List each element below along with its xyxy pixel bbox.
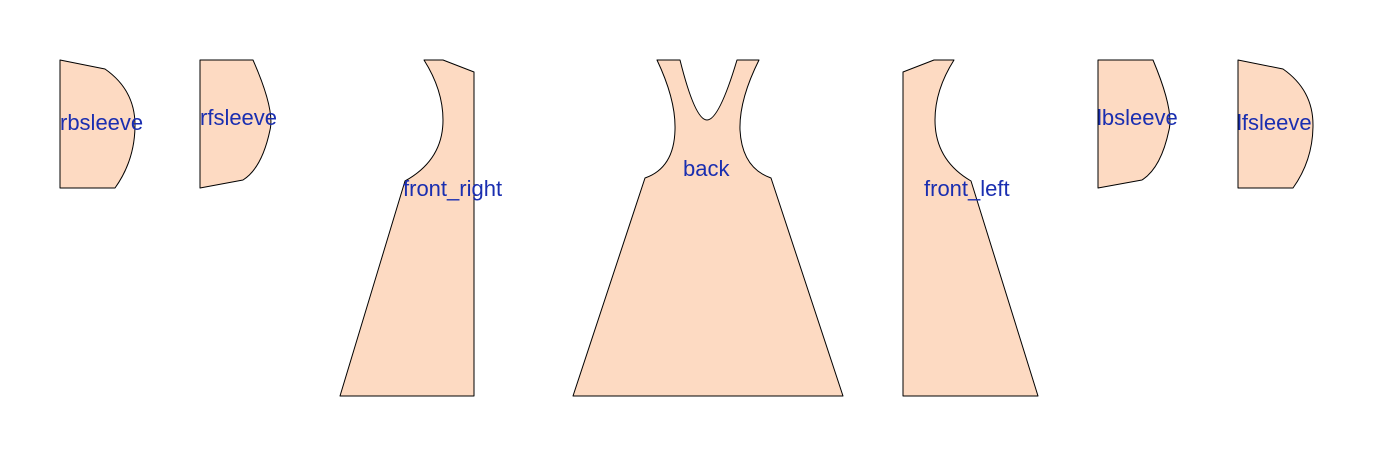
front-right-label: front_right xyxy=(403,176,502,201)
piece-back: back xyxy=(572,59,844,397)
rbsleeve-label: rbsleeve xyxy=(60,110,143,135)
lbsleeve-label: lbsleeve xyxy=(1097,105,1178,130)
front-left-shape xyxy=(902,59,1039,397)
piece-front-right: front_right xyxy=(339,59,502,397)
lbsleeve-shape xyxy=(1097,59,1171,189)
lfsleeve-label: lfsleeve xyxy=(1237,110,1312,135)
back-shape xyxy=(572,59,844,397)
lfsleeve-shape xyxy=(1237,59,1314,189)
rfsleeve-shape xyxy=(199,59,272,189)
piece-lbsleeve: lbsleeve xyxy=(1097,59,1178,189)
piece-rbsleeve: rbsleeve xyxy=(59,59,143,189)
rfsleeve-label: rfsleeve xyxy=(200,105,277,130)
front-right-shape xyxy=(339,59,475,397)
back-label: back xyxy=(683,156,730,181)
piece-rfsleeve: rfsleeve xyxy=(199,59,277,189)
rbsleeve-shape xyxy=(59,59,136,189)
piece-lfsleeve: lfsleeve xyxy=(1237,59,1314,189)
piece-front-left: front_left xyxy=(902,59,1039,397)
front-left-label: front_left xyxy=(924,176,1010,201)
